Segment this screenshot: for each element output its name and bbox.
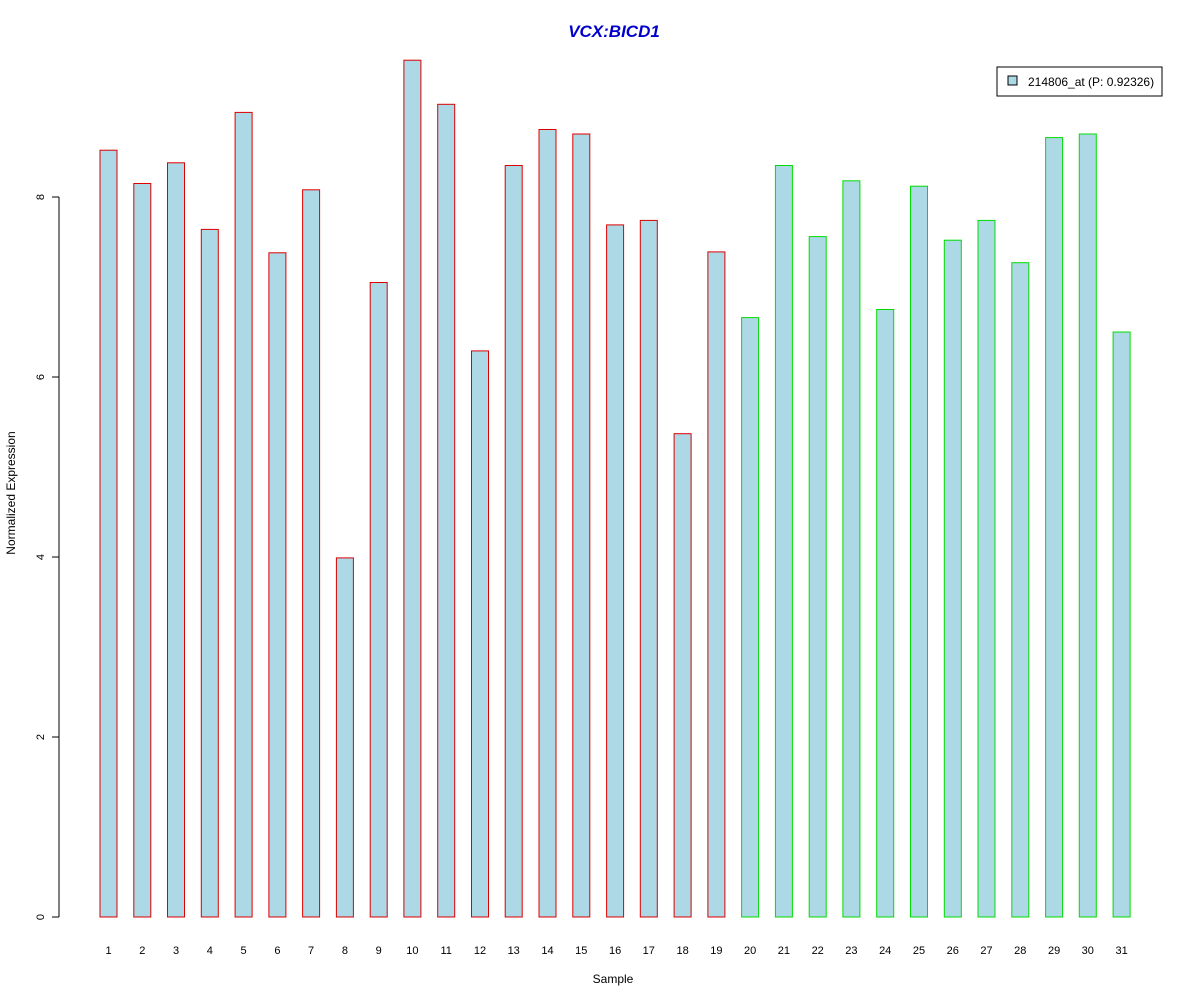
- x-tick-label: 10: [406, 945, 418, 957]
- x-tick-label: 8: [342, 945, 348, 957]
- bar-sample-3: [167, 162, 185, 918]
- x-tick-label: 30: [1082, 945, 1094, 957]
- x-tick-label: 31: [1115, 945, 1127, 957]
- x-tick-label: 16: [609, 945, 621, 957]
- x-tick-label: 9: [376, 945, 382, 957]
- x-tick-label: 11: [440, 945, 451, 957]
- x-tick-labels: 1 2 3 4 5 6 7 8 9 10 11 12 13 14 15 16 17 18 19 20 21 22 23 24 2…: [105, 945, 1127, 957]
- legend-swatch: [1007, 75, 1018, 86]
- bar-sample-14: [538, 129, 557, 918]
- bar-sample-29: [1045, 137, 1064, 918]
- y-tick-label: 2: [35, 734, 47, 740]
- x-tick-label: 21: [778, 945, 790, 957]
- legend-box: [996, 66, 1163, 97]
- bar-sample-25: [910, 185, 928, 918]
- chart-title: VCX:BICD1: [568, 22, 660, 41]
- bar-sample-21: [774, 165, 793, 918]
- x-tick-label: 28: [1014, 945, 1026, 957]
- bar-sample-17: [639, 219, 658, 918]
- bar-sample-16: [606, 224, 625, 918]
- x-axis-title: Sample: [593, 972, 634, 986]
- bar-sample-15: [572, 133, 591, 918]
- bar-sample-11: [437, 103, 456, 918]
- bar-sample-30: [1078, 133, 1097, 918]
- y-tick-label: 6: [35, 374, 47, 380]
- x-tick-label: 18: [676, 945, 688, 957]
- y-tick-label: 4: [35, 554, 47, 560]
- x-tick-label: 27: [980, 945, 992, 957]
- bar-sample-20: [741, 317, 760, 918]
- legend: 214806_at (P: 0.92326): [996, 66, 1163, 97]
- y-tick-label: 0: [35, 914, 47, 920]
- bar-sample-1: [99, 149, 118, 918]
- x-tick-label: 23: [845, 945, 857, 957]
- y-axis-title: Normalized Expression: [4, 431, 18, 554]
- x-tick-label: 2: [139, 945, 145, 957]
- bar-sample-4: [200, 228, 219, 918]
- x-tick-label: 14: [541, 945, 553, 957]
- x-tick-label: 3: [173, 945, 179, 957]
- bar-sample-23: [842, 180, 861, 918]
- x-tick-label: 12: [474, 945, 486, 957]
- legend-label: 214806_at (P: 0.92326): [1028, 75, 1154, 89]
- bars: [99, 59, 1131, 918]
- bar-sample-26: [943, 239, 962, 918]
- x-tick-label: 17: [643, 945, 655, 957]
- bar-sample-12: [471, 350, 489, 918]
- bar-sample-13: [504, 165, 523, 918]
- bar-sample-31: [1112, 331, 1131, 918]
- bar-sample-7: [302, 189, 321, 918]
- bar-sample-9: [369, 282, 388, 918]
- bar-sample-28: [1011, 262, 1030, 918]
- x-tick-label: 22: [812, 945, 824, 957]
- bar-sample-8: [335, 557, 354, 918]
- x-tick-label: 20: [744, 945, 756, 957]
- y-tick-label: 8: [35, 194, 47, 200]
- bar-sample-2: [133, 183, 152, 918]
- bar-sample-18: [673, 433, 692, 918]
- x-tick-label: 5: [241, 945, 247, 957]
- x-tick-label: 24: [879, 945, 891, 957]
- x-tick-label: 1: [105, 945, 111, 957]
- bar-sample-24: [876, 309, 895, 918]
- x-tick-label: 25: [913, 945, 925, 957]
- x-tick-label: 4: [207, 945, 213, 957]
- x-tick-label: 13: [508, 945, 520, 957]
- bar-sample-6: [268, 252, 287, 918]
- x-tick-label: 29: [1048, 945, 1060, 957]
- bar-sample-27: [977, 219, 996, 918]
- bar-sample-5: [234, 111, 253, 918]
- x-tick-label: 19: [710, 945, 722, 957]
- x-tick-label: 26: [947, 945, 959, 957]
- bar-sample-22: [808, 236, 827, 918]
- bar-sample-10: [403, 59, 422, 918]
- y-axis: 0 2 4 6 8: [35, 194, 60, 920]
- x-tick-label: 7: [308, 945, 314, 957]
- x-tick-label: 6: [274, 945, 280, 957]
- x-tick-label: 15: [575, 945, 587, 957]
- bar-sample-19: [707, 251, 726, 918]
